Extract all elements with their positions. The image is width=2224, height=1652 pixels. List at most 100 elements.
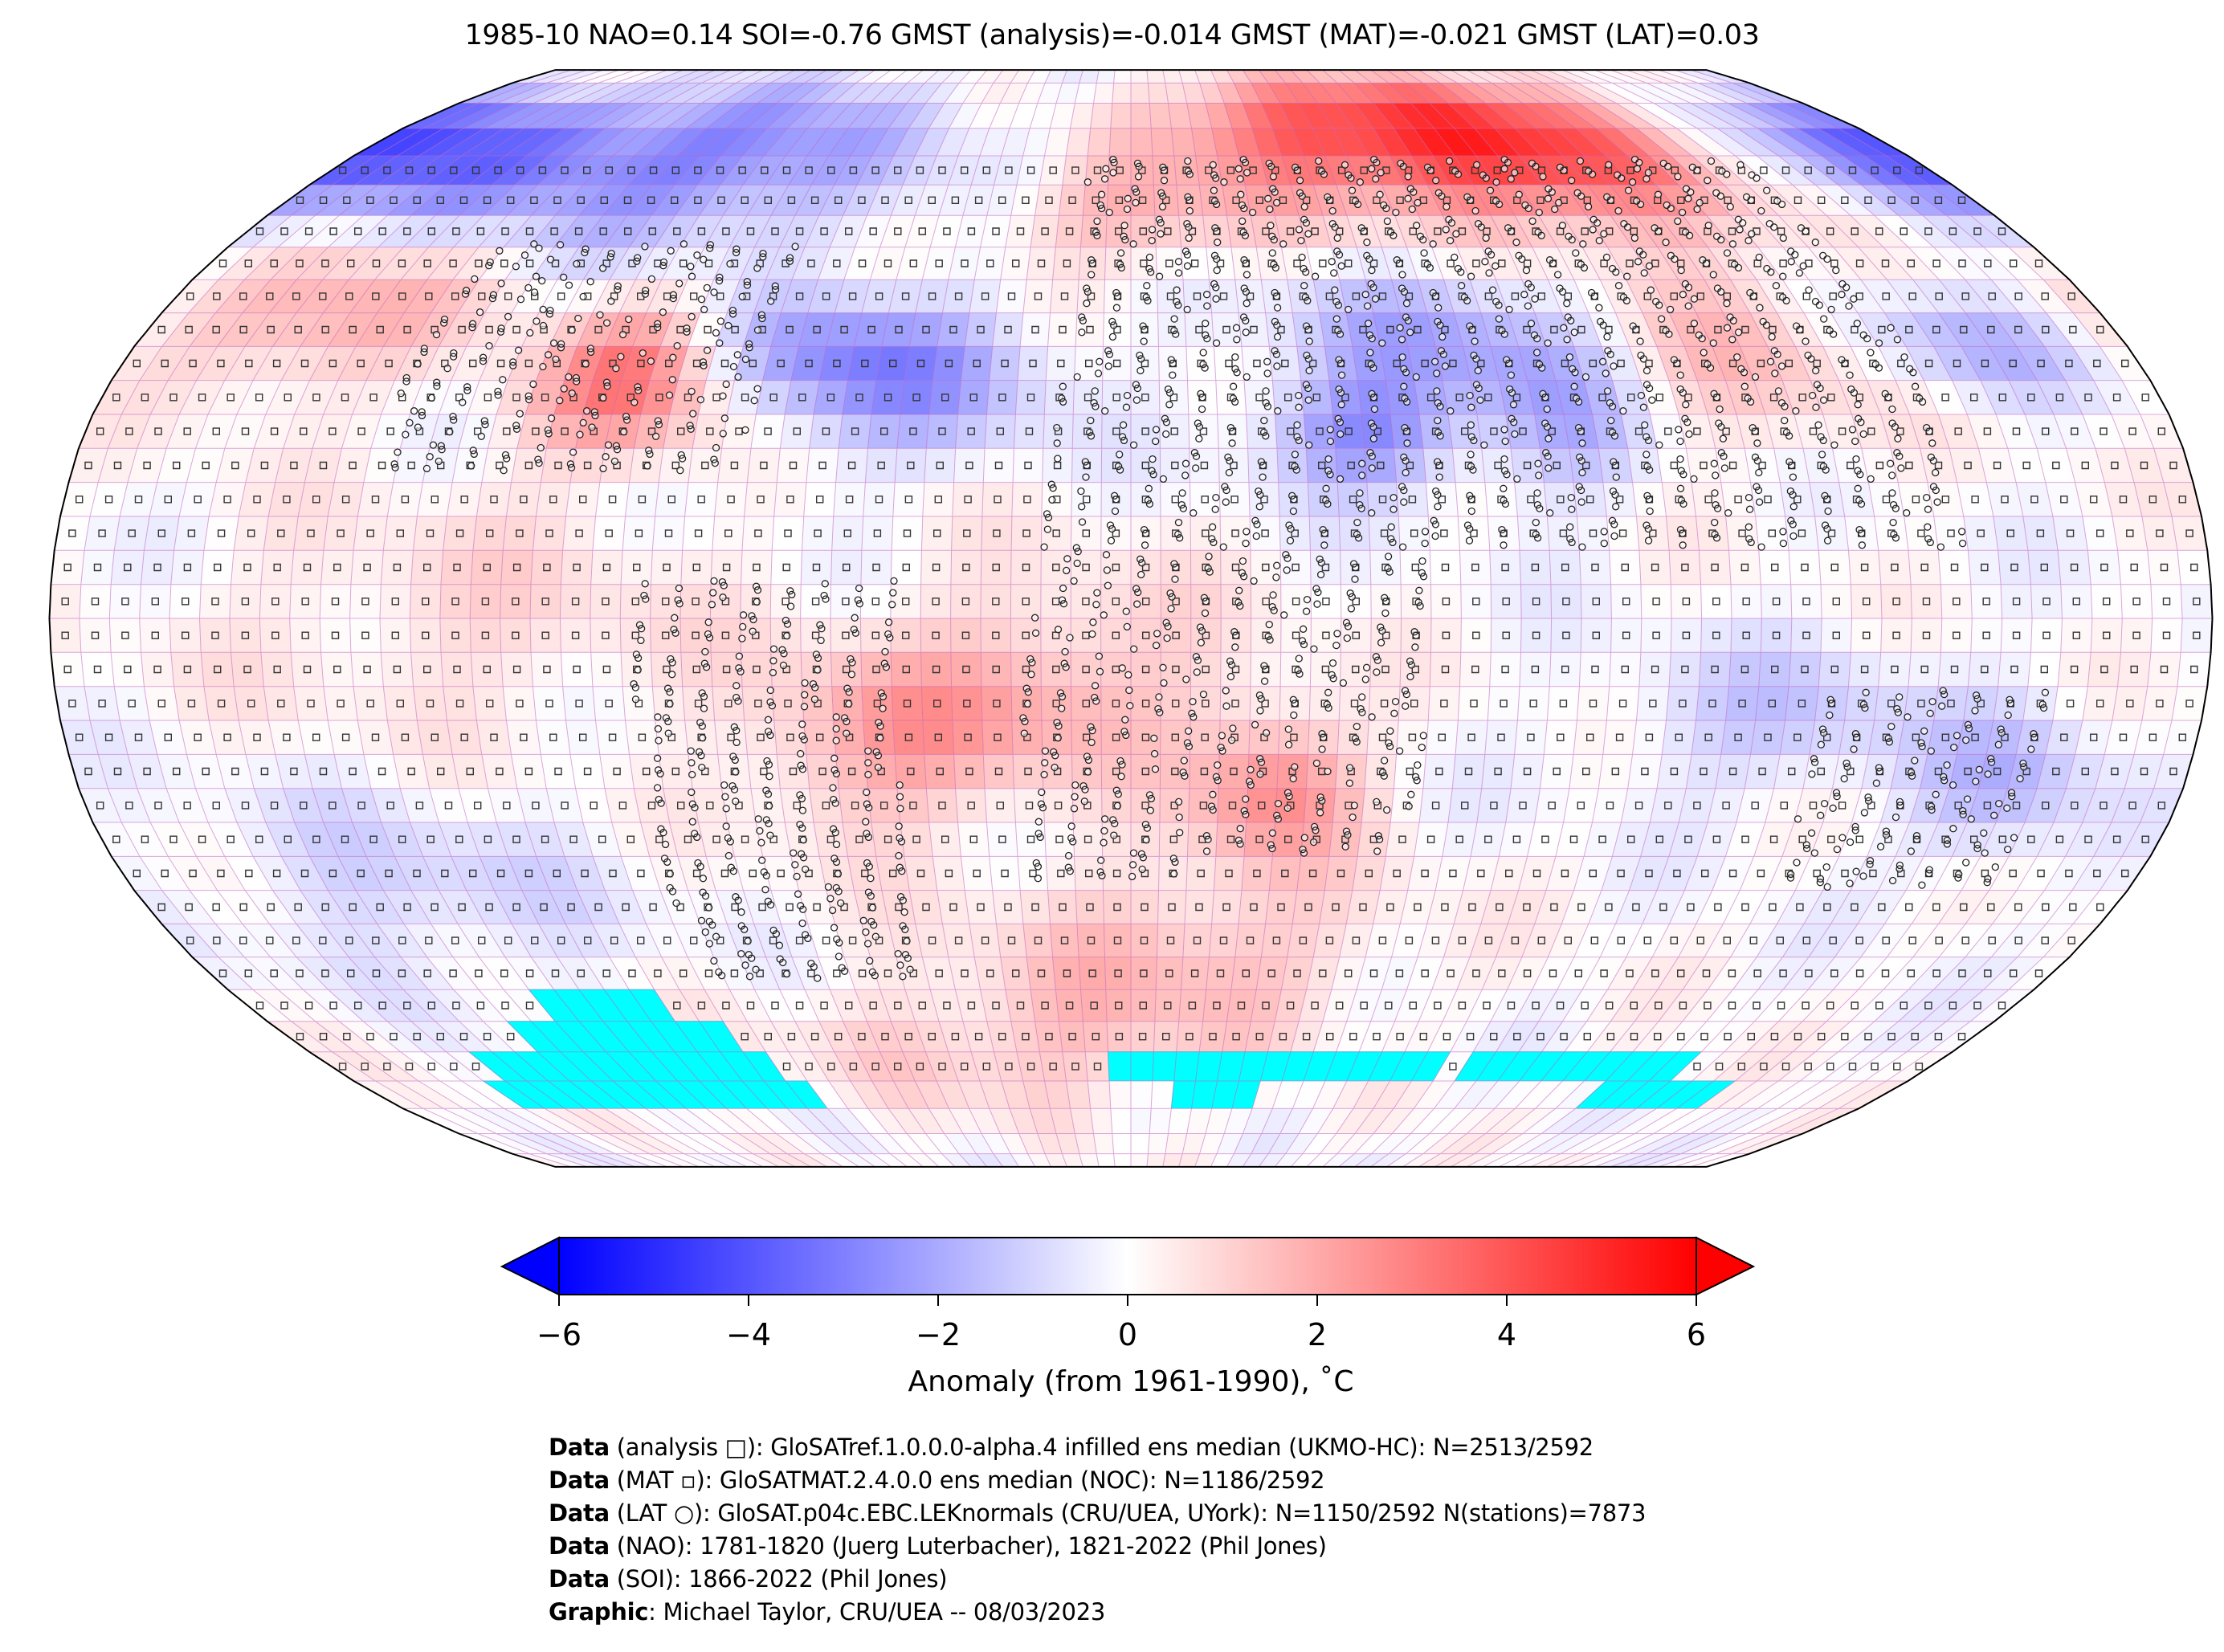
- grid-cell: [168, 346, 218, 381]
- grid-cell: [552, 83, 615, 104]
- grid-cell: [224, 414, 266, 449]
- grid-cell: [861, 279, 896, 313]
- grid-cell: [688, 247, 730, 280]
- grid-cell: [1514, 70, 1561, 84]
- grid-cell: [1504, 103, 1556, 128]
- grid-cell: [1815, 185, 1875, 216]
- grid-cell: [787, 103, 833, 128]
- grid-cell: [629, 215, 675, 247]
- grid-cell: [1182, 83, 1206, 104]
- grid-cell: [1886, 156, 1953, 186]
- grid-cell: [1009, 103, 1038, 128]
- grid-cell: [955, 414, 987, 449]
- grid-cell: [236, 380, 282, 414]
- grid-cell: [969, 103, 1001, 128]
- grid-cell: [1001, 128, 1030, 156]
- grid-cell: [387, 185, 447, 216]
- grid-cell: [769, 70, 811, 84]
- grid-cell: [341, 414, 382, 449]
- grid-cell: [128, 448, 167, 483]
- grid-cell: [794, 185, 835, 216]
- grid-cell: [2017, 346, 2066, 381]
- grid-cell: [798, 312, 835, 347]
- grid-cell: [1414, 128, 1455, 156]
- grid-cell: [1268, 83, 1300, 104]
- grid-cell: [766, 103, 814, 128]
- grid-cell: [1191, 128, 1218, 156]
- credit-text: : Michael Taylor, CRU/UEA -- 08/03/2023: [648, 1598, 1106, 1625]
- grid-cell: [581, 70, 635, 84]
- grid-cell: [1838, 185, 1899, 216]
- grid-cell: [1732, 83, 1803, 104]
- grid-cell: [839, 70, 875, 84]
- grid-cell: [1062, 156, 1088, 186]
- grid-cell: [252, 215, 316, 247]
- grid-cell: [1016, 156, 1045, 186]
- grid-cell: [272, 312, 324, 347]
- grid-cell: [401, 247, 454, 280]
- grid-cell: [915, 279, 949, 313]
- grid-cell: [645, 103, 702, 128]
- grid-cell: [1354, 83, 1393, 104]
- grid-cell: [1279, 103, 1313, 128]
- grid-cell: [2019, 312, 2072, 347]
- grid-cell: [453, 215, 508, 247]
- grid-cell: [606, 156, 656, 186]
- grid-cell: [1373, 103, 1414, 128]
- grid-cell: [459, 83, 529, 104]
- grid-cell: [928, 380, 961, 414]
- grid-cell: [679, 215, 724, 247]
- grid-cell: [1043, 414, 1074, 449]
- grid-cell: [804, 70, 843, 84]
- grid-cell: [847, 346, 882, 381]
- grid-cell: [492, 156, 549, 186]
- grid-cell: [531, 247, 579, 280]
- grid-cell: [1034, 185, 1063, 216]
- grid-cell: [1168, 103, 1192, 128]
- grid-cell: [915, 128, 949, 156]
- grid-cell: [955, 215, 987, 247]
- grid-cell: [218, 247, 279, 280]
- grid-cell: [764, 128, 808, 156]
- grid-cell: [780, 414, 814, 449]
- grid-cell: [161, 312, 216, 347]
- grid-cell: [713, 247, 755, 280]
- grid-cell: [683, 83, 736, 104]
- grid-cell: [403, 215, 459, 247]
- grid-cell: [734, 346, 771, 381]
- grid-cell: [1680, 83, 1747, 104]
- grid-cell: [692, 414, 728, 449]
- grid-cell: [1996, 414, 2038, 449]
- grid-cell: [1475, 83, 1523, 104]
- grid-cell: [528, 215, 579, 247]
- grid-cell: [651, 156, 700, 186]
- grid-cell: [186, 448, 225, 483]
- grid-cell: [746, 103, 795, 128]
- grid-cell: [1291, 70, 1320, 84]
- grid-cell: [1989, 346, 2038, 381]
- grid-cell: [328, 215, 388, 247]
- grid-cell: [904, 346, 937, 381]
- grid-cell: [850, 128, 888, 156]
- grid-cell: [1596, 128, 1649, 156]
- grid-cell: [1833, 247, 1887, 280]
- grid-cell: [1211, 128, 1239, 156]
- grid-cell: [1402, 70, 1441, 84]
- grid-cell: [867, 414, 900, 449]
- grid-cell: [196, 346, 245, 381]
- colorbar-tick-label: 6: [1686, 1317, 1707, 1352]
- grid-cell: [161, 279, 218, 313]
- grid-cell: [483, 128, 545, 156]
- grid-cell: [1535, 128, 1585, 156]
- grid-cell: [937, 128, 969, 156]
- grid-cell: [888, 279, 923, 313]
- data-credits: Data (analysis □): GloSATref.1.0.0.0-alp…: [549, 1431, 1646, 1629]
- grid-cell: [942, 279, 975, 313]
- grid-cell: [976, 70, 1003, 84]
- grid-cell: [1199, 83, 1225, 104]
- grid-cell: [2009, 380, 2054, 414]
- grid-cell: [402, 103, 478, 128]
- grid-cell: [888, 83, 925, 104]
- grid-cell: [867, 103, 908, 128]
- grid-cell: [957, 380, 990, 414]
